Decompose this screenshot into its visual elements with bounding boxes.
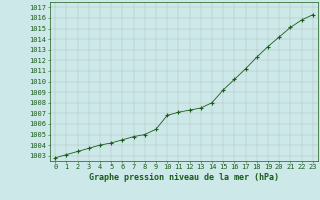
X-axis label: Graphe pression niveau de la mer (hPa): Graphe pression niveau de la mer (hPa): [89, 173, 279, 182]
